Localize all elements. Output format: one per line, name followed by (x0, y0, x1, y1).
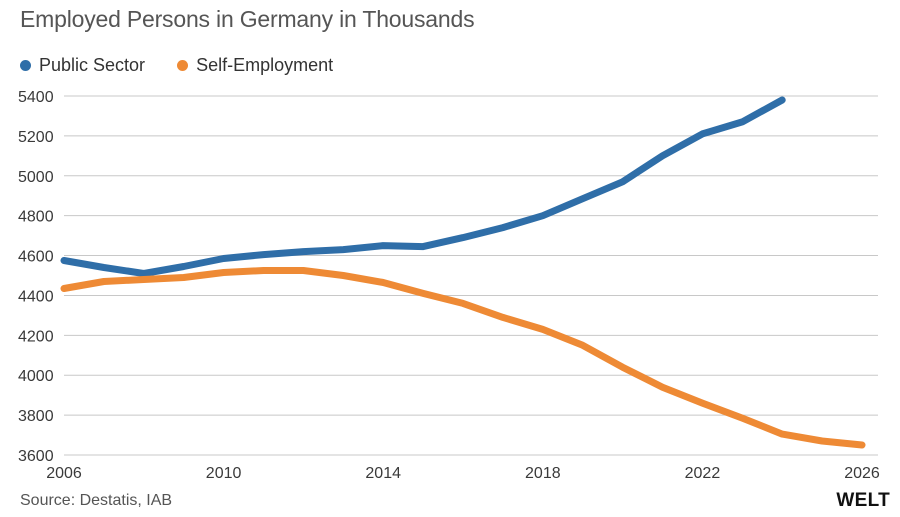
y-tick-label-4800: 4800 (18, 209, 54, 226)
legend-label-public-sector: Public Sector (39, 55, 146, 75)
y-tick-label-4600: 4600 (18, 249, 54, 266)
x-tick-label-2026: 2026 (844, 465, 880, 482)
y-tick-label-5400: 5400 (18, 89, 54, 106)
legend: Public Sector Self-Employment (20, 55, 365, 76)
series-line-self-employment (60, 267, 866, 449)
y-tick-label-4000: 4000 (18, 368, 54, 385)
legend-item-self-employment: Self-Employment (177, 55, 333, 76)
y-tick-label-5000: 5000 (18, 169, 54, 186)
y-tick-label-4200: 4200 (18, 328, 54, 345)
x-tick-label-2014: 2014 (365, 465, 401, 482)
x-tick-label-2022: 2022 (685, 465, 721, 482)
y-tick-label-4400: 4400 (18, 288, 54, 305)
legend-label-self-employment: Self-Employment (196, 55, 334, 75)
y-tick-label-3600: 3600 (18, 448, 54, 465)
chart-title: Employed Persons in Germany in Thousands (20, 6, 475, 32)
legend-dot-self-employment (177, 60, 189, 71)
x-tick-label-2010: 2010 (206, 465, 242, 482)
y-tick-label-3800: 3800 (18, 408, 54, 425)
source-note: Source: Destatis, IAB (20, 492, 173, 509)
series-line-public-sector (60, 96, 786, 277)
legend-item-public-sector: Public Sector (20, 55, 145, 76)
brand-logo: WELT (836, 490, 890, 511)
legend-dot-public-sector (20, 60, 31, 71)
x-tick-label-2018: 2018 (525, 465, 561, 482)
y-tick-label-5200: 5200 (18, 129, 54, 146)
x-tick-label-2006: 2006 (46, 465, 82, 482)
